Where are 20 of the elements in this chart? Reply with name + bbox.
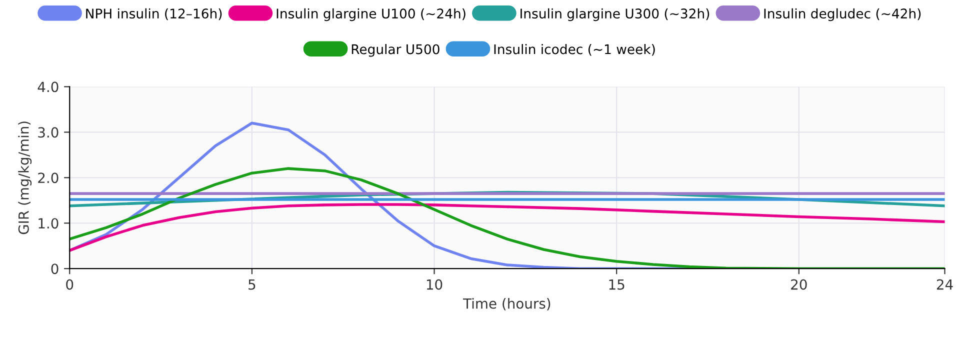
legend-label: Insulin glargine U300 (~32h): [520, 8, 710, 22]
x-tick-label: 10: [426, 279, 442, 290]
x-tick-label: 20: [791, 279, 807, 290]
y-tick-label: 0: [51, 264, 58, 274]
y-tick-label: 2.0: [38, 172, 58, 184]
x-axis-title: Time (hours): [463, 298, 550, 310]
y-axis-title: GIR (mg/kg/min): [18, 122, 32, 234]
x-tick-label: 15: [609, 279, 624, 290]
legend-label: Insulin glargine U100 (~24h): [276, 8, 466, 22]
line-series: [70, 203, 945, 252]
legend-label: Regular U500: [352, 44, 440, 57]
y-tick-label: 1.0: [38, 218, 58, 229]
y-tick-label: 4.0: [38, 82, 58, 92]
y-tick-label: 3.0: [38, 127, 58, 138]
x-tick-label: 24: [936, 279, 953, 290]
legend-label: NPH insulin (12–16h): [86, 8, 222, 20]
legend-label: Insulin degludec (~42h): [764, 8, 921, 22]
legend-label: Insulin icodec (~1 week): [494, 44, 655, 56]
x-tick-label: 5: [248, 279, 256, 290]
x-tick-label: 0: [66, 279, 74, 290]
